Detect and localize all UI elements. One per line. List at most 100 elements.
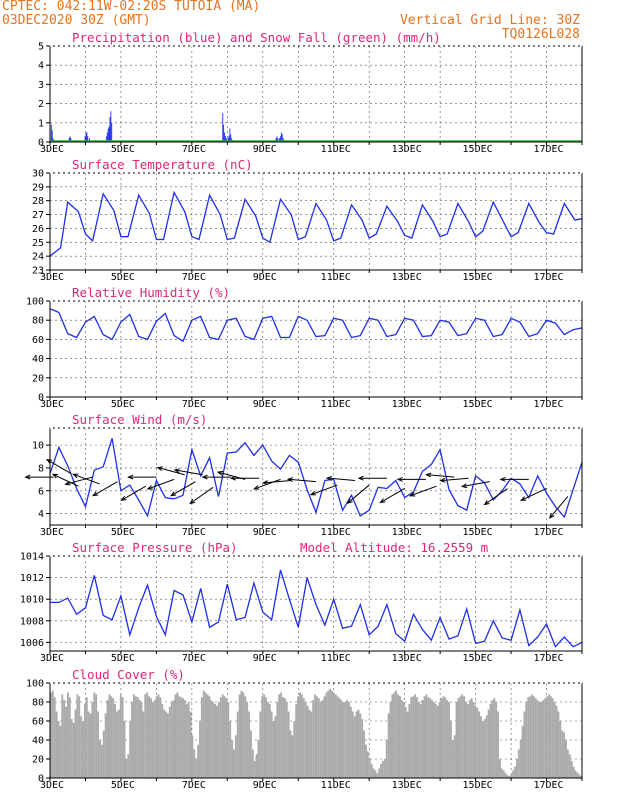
cloud-bar xyxy=(365,744,367,778)
temp-ytick-label: 26 xyxy=(32,224,44,235)
cloud-bar xyxy=(336,696,339,778)
wind-vector xyxy=(484,488,508,505)
cloud-bar xyxy=(85,697,88,778)
cloud-bar xyxy=(170,702,173,778)
cloud-bar xyxy=(276,702,279,778)
cloud-bar xyxy=(529,696,532,778)
cloud-bar xyxy=(383,759,386,778)
cloud-bar xyxy=(61,694,64,778)
cloud-bar xyxy=(385,740,388,778)
precip-bar xyxy=(223,124,225,142)
cloud-bar xyxy=(395,690,398,778)
wind-vector xyxy=(147,478,175,490)
cloud-bar xyxy=(251,749,254,778)
cloud-bar xyxy=(65,706,67,778)
precip-bar xyxy=(84,136,86,142)
press-xtick-label: 11DEC xyxy=(321,653,351,664)
cloud-bar xyxy=(99,740,101,778)
cloud-bar xyxy=(289,730,292,778)
cloud-bar xyxy=(349,706,352,778)
cloud-bar xyxy=(563,732,566,778)
wind-vector-head xyxy=(173,468,180,474)
cloud-bar xyxy=(374,770,377,778)
cloud-ytick-label: 80 xyxy=(32,698,44,709)
precip-bar xyxy=(222,113,224,142)
wind-vector-head xyxy=(309,490,316,496)
cloud-bar xyxy=(363,730,366,778)
cloud-bar xyxy=(125,759,128,778)
cloud-bar xyxy=(119,694,122,778)
cloud-bar xyxy=(382,760,384,778)
precip-bar xyxy=(231,138,233,142)
cloud-bar xyxy=(112,698,115,778)
wind-vector xyxy=(426,474,455,478)
cloud-bar xyxy=(536,700,539,778)
temp-xtick-label: 7DEC xyxy=(182,272,206,283)
precip-ytick-label: 1 xyxy=(38,118,44,129)
cloud-bar xyxy=(425,694,428,778)
precip-bar xyxy=(106,132,108,142)
precip-ytick-label: 5 xyxy=(38,42,44,53)
precip-bar xyxy=(224,136,226,142)
precip-bar xyxy=(109,117,111,142)
wind-vector-head xyxy=(216,470,224,476)
cloud-bar xyxy=(66,692,69,778)
cloud-bar xyxy=(525,702,528,778)
wind-vector xyxy=(520,488,547,501)
precip-bar xyxy=(281,134,283,142)
cloud-bar xyxy=(576,772,579,778)
cloud-bar xyxy=(142,711,145,778)
rh-xtick-label: 7DEC xyxy=(182,399,206,410)
wind-vector xyxy=(157,467,185,476)
precip-xtick-label: 5DEC xyxy=(111,144,135,155)
cloud-bar xyxy=(83,703,86,778)
cloud-bar xyxy=(568,754,571,778)
cloud-bar xyxy=(461,694,464,778)
cloud-bar xyxy=(459,696,462,778)
cloud-bar xyxy=(270,711,273,778)
cloud-bar xyxy=(348,702,350,778)
station-info: CPTEC: 042:11W-02:20S TUTOIA (MA) xyxy=(2,0,261,14)
wind-vector xyxy=(189,486,214,504)
cloud-bar xyxy=(466,703,469,778)
cloud-bar xyxy=(261,696,264,778)
cloud-bar xyxy=(566,749,569,778)
wind-vector xyxy=(549,496,569,519)
wind-vector-head xyxy=(201,474,208,480)
temp-ytick-label: 29 xyxy=(32,182,44,193)
precip-xtick-label: 17DEC xyxy=(533,144,563,155)
cloud-bar xyxy=(442,696,445,778)
cloud-bar xyxy=(487,709,490,778)
cloud-bar xyxy=(268,703,271,778)
cloud-bar xyxy=(104,713,107,778)
wind-xtick-label: 11DEC xyxy=(321,527,351,538)
cloud-bar xyxy=(448,702,450,778)
cloud-bar xyxy=(133,694,135,778)
wind-vector-head xyxy=(127,474,134,480)
wind-vector-head xyxy=(156,466,163,472)
cloud-bar xyxy=(338,698,341,778)
cloud-bar xyxy=(70,719,73,778)
cloud-bar xyxy=(521,725,524,778)
wind-ytick-label: 4 xyxy=(38,509,44,520)
rh-xtick-label: 5DEC xyxy=(111,399,135,410)
wind-vector-head xyxy=(286,477,294,482)
cloud-bar xyxy=(540,702,543,778)
temp-ytick-label: 25 xyxy=(32,238,44,249)
cloud-bar xyxy=(195,759,198,778)
precip-ytick-label: 0 xyxy=(38,138,44,149)
press-xtick-label: 13DEC xyxy=(392,653,422,664)
cloud-bar xyxy=(159,697,162,778)
precip-bar xyxy=(68,138,70,142)
cloud-bar xyxy=(221,694,224,778)
cloud-bar xyxy=(359,713,362,778)
cloud-bar xyxy=(223,696,226,778)
precip-bar xyxy=(280,136,281,142)
temp-xtick-label: 17DEC xyxy=(533,272,563,283)
precip-xtick-label: 9DEC xyxy=(253,144,277,155)
precip-bar xyxy=(51,130,53,142)
cloud-bar xyxy=(121,697,124,778)
cloud-title: Cloud Cover (%) xyxy=(72,667,185,682)
run-date: 03DEC2020 30Z (GMT) xyxy=(2,13,151,28)
cloud-bar xyxy=(453,735,456,778)
